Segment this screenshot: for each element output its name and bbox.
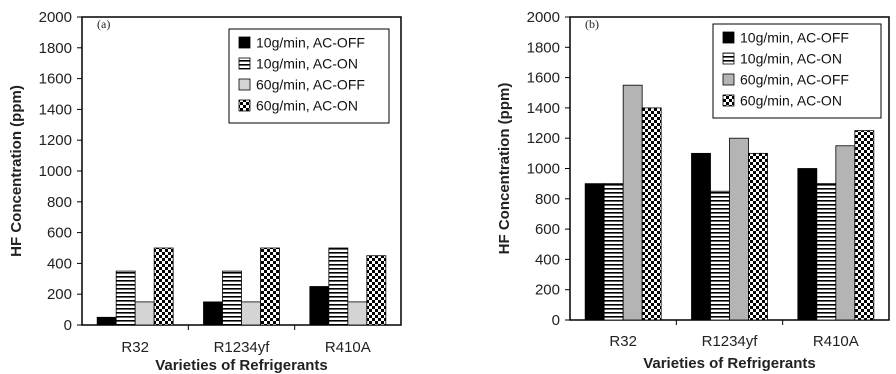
y-tick-label: 1000: [527, 161, 560, 178]
legend-box: [228, 28, 390, 124]
y-tick-label: 1800: [527, 39, 560, 56]
legend-box: [712, 23, 882, 119]
bar-r1234yf-series-2: [710, 190, 730, 321]
bar-r1234yf-series-4: [260, 247, 280, 326]
y-tick-label: 1600: [39, 71, 72, 88]
y-tick-label: 600: [535, 221, 560, 238]
bar-r410a-series-4: [854, 130, 875, 321]
x-tick-label: R1234yf: [214, 339, 271, 356]
bar-r410a-series-2: [816, 183, 837, 321]
bar-r1234yf-series-3: [729, 137, 749, 321]
bar-r32-series-2: [115, 270, 136, 326]
x-tick-label: R32: [121, 339, 149, 356]
legend-swatch: [238, 78, 251, 91]
x-tick-label: R1234yf: [702, 333, 759, 350]
y-tick-label: 0: [552, 312, 560, 329]
legend-swatch: [722, 73, 735, 86]
legend: 10g/min, AC-OFF 10g/min, AC-ON 60g/min, AC…: [228, 28, 390, 124]
legend-swatch: [238, 36, 251, 49]
y-tick-label: 1400: [527, 100, 560, 117]
x-axis-title: Varieties of Refrigerants: [643, 355, 816, 372]
y-tick-label: 600: [47, 225, 72, 242]
legend-entry-label: 10g/min, AC-OFF: [256, 35, 365, 51]
y-tick-label: 0: [64, 317, 72, 334]
y-tick-label: 1200: [527, 130, 560, 147]
legend-entry-label: 60g/min, AC-ON: [256, 98, 358, 114]
legend-entry-label: 10g/min, AC-ON: [256, 56, 358, 72]
panel-label: (b): [585, 17, 599, 31]
bar-r1234yf-series-2: [222, 270, 242, 326]
bar-r410a-series-1: [309, 286, 330, 326]
bar-r32-series-3: [622, 84, 643, 321]
y-tick-label: 1200: [39, 132, 72, 149]
y-tick-label: 1400: [39, 101, 72, 118]
bar-r1234yf-series-3: [241, 301, 261, 326]
bar-r410a-series-1: [797, 168, 818, 321]
y-tick-label: 200: [535, 282, 560, 299]
legend: 10g/min, AC-OFF 10g/min, AC-ON 60g/min, AC…: [712, 23, 882, 119]
bar-r32-series-2: [603, 183, 624, 321]
y-tick-label: 400: [535, 251, 560, 268]
legend-swatch: [722, 94, 735, 107]
legend-swatch: [722, 31, 735, 44]
y-tick-label: 2000: [527, 9, 560, 26]
y-tick-label: 800: [47, 194, 72, 211]
y-tick-label: 1600: [527, 70, 560, 87]
y-tick-label: 1000: [39, 163, 72, 180]
legend-entry-label: 60g/min, AC-OFF: [256, 77, 365, 93]
bar-r410a-series-4: [366, 255, 387, 326]
y-tick-label: 1800: [39, 40, 72, 57]
x-tick-label: R410A: [325, 339, 371, 356]
legend-swatch: [722, 52, 735, 65]
bar-r1234yf-series-1: [203, 301, 223, 326]
legend-entry-label: 10g/min, AC-ON: [740, 51, 842, 67]
legend-entry-label: 60g/min, AC-ON: [740, 93, 842, 109]
legend-entry-label: 60g/min, AC-OFF: [740, 72, 849, 88]
chart-panel-b: 0 200 400 600 800 1000 1200 1400 1600 1800 2000 R32…: [496, 9, 890, 372]
bar-r32-series-1: [96, 316, 117, 326]
x-tick-label: R32: [609, 333, 637, 350]
bar-r1234yf-series-1: [691, 152, 711, 321]
bar-r32-series-4: [641, 107, 662, 321]
bar-r410a-series-2: [328, 247, 349, 326]
y-tick-label: 2000: [39, 9, 72, 26]
legend-swatch: [238, 57, 251, 70]
bar-r32-series-4: [153, 247, 174, 326]
chart-panel-a: 0 200 400 600 800 1000 1200 1400 1600 1800 2000 R32…: [8, 9, 402, 374]
y-axis-title: HF Concentration (ppm): [496, 83, 513, 255]
y-axis-title: HF Concentration (ppm): [8, 85, 25, 257]
bar-r32-series-1: [584, 183, 605, 321]
x-tick-label: R410A: [813, 333, 859, 350]
x-axis-title: Varieties of Refrigerants: [155, 357, 328, 374]
legend-swatch: [238, 99, 251, 112]
y-tick-label: 800: [535, 191, 560, 208]
panel-label: (a): [97, 17, 110, 31]
bar-r32-series-3: [134, 301, 155, 326]
bar-r410a-series-3: [835, 145, 856, 321]
y-tick-label: 400: [47, 255, 72, 272]
y-tick-label: 200: [47, 286, 72, 303]
bar-r410a-series-3: [347, 301, 368, 326]
legend-entry-label: 10g/min, AC-OFF: [740, 30, 849, 46]
bar-r1234yf-series-4: [748, 152, 768, 321]
